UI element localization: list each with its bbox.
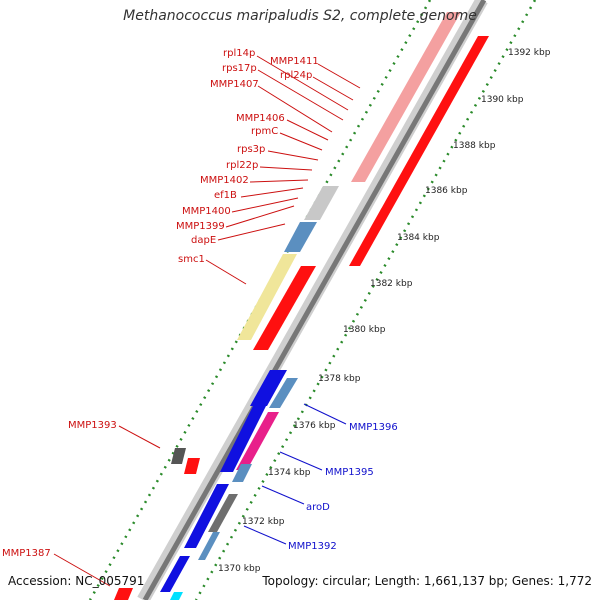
gene-label[interactable]: MMP1406 <box>236 113 285 124</box>
kbp-tick-label: 1386 kbp <box>425 186 468 196</box>
kbp-tick-label: 1378 kbp <box>318 374 361 384</box>
gene-block-blue-3[interactable] <box>184 484 229 548</box>
gene-block-red-lower[interactable] <box>253 266 316 350</box>
gene-block-blue-4[interactable] <box>160 556 190 592</box>
forward-genes-upper <box>237 12 489 350</box>
blue-label-connectors <box>243 403 347 545</box>
gene-block-steelblue-1[interactable] <box>269 378 298 408</box>
kbp-tick-label: 1380 kbp <box>343 325 386 335</box>
gene-label[interactable]: ef1B <box>214 190 237 201</box>
gene-block-steelblue-3[interactable] <box>198 532 220 560</box>
gene-label[interactable]: rpl22p <box>226 160 258 171</box>
gene-block-blue[interactable] <box>284 222 317 252</box>
gene-block-red-column[interactable] <box>349 36 489 266</box>
gene-label[interactable]: MMP1393 <box>68 420 117 431</box>
gene-label[interactable]: MMP1396 <box>349 422 398 433</box>
gene-block-darkgrey[interactable] <box>208 494 238 532</box>
gene-label[interactable]: rps3p <box>237 144 265 155</box>
gene-block-steelblue-2[interactable] <box>232 464 252 482</box>
gene-block-magenta[interactable] <box>236 412 279 470</box>
gene-label[interactable]: MMP1387 <box>2 548 51 559</box>
kbp-tick-label: 1388 kbp <box>453 141 496 151</box>
gene-block-blue-2[interactable] <box>220 406 266 472</box>
gene-label[interactable]: MMP1407 <box>210 79 259 90</box>
gene-label[interactable]: dapE <box>191 235 216 246</box>
gene-label[interactable]: rpmC <box>251 126 278 137</box>
gene-block-red-small[interactable] <box>184 458 200 474</box>
kbp-tick-label: 1374 kbp <box>268 468 311 478</box>
gene-block-blue-1[interactable] <box>250 370 287 406</box>
red-label-connectors <box>53 55 361 587</box>
outer-guide-line <box>194 0 537 601</box>
kbp-tick-label: 1392 kbp <box>508 48 551 58</box>
forward-genes-lower <box>114 370 298 600</box>
gene-block-mmp1387[interactable] <box>114 588 133 600</box>
kbp-tick-label: 1384 kbp <box>397 233 440 243</box>
gene-block-smc1-yellow[interactable] <box>237 254 297 340</box>
genome-title: Methanococcus maripaludis S2, complete g… <box>123 8 477 24</box>
gene-label[interactable]: rpl14p <box>223 48 255 59</box>
kbp-tick-label: 1370 kbp <box>218 564 261 574</box>
genome-backbone <box>142 0 487 602</box>
gene-label[interactable]: MMP1411 <box>270 56 319 67</box>
kbp-tick-label: 1390 kbp <box>481 95 524 105</box>
gene-label[interactable]: MMP1402 <box>200 175 249 186</box>
kbp-tick-label: 1376 kbp <box>293 421 336 431</box>
blue-gene-labels: MMP1396 MMP1395 aroD MMP1392 <box>288 422 398 552</box>
gene-label[interactable]: smc1 <box>178 254 205 265</box>
gene-label[interactable]: MMP1392 <box>288 541 337 552</box>
gene-block-mmp1393[interactable] <box>171 448 186 464</box>
kbp-tick-label: 1382 kbp <box>370 279 413 289</box>
gene-label[interactable]: MMP1399 <box>176 221 225 232</box>
gene-label[interactable]: MMP1400 <box>182 206 231 217</box>
gene-block-ribosomal-pink[interactable] <box>351 12 461 182</box>
genome-summary-text: Topology: circular; Length: 1,661,137 bp… <box>262 574 592 588</box>
gene-block-grey[interactable] <box>304 186 339 220</box>
gene-label[interactable]: rpl24p <box>280 70 312 81</box>
kbp-scale: 1392 kbp 1390 kbp 1388 kbp 1386 kbp 1384… <box>218 48 551 574</box>
gene-block-cyan[interactable] <box>170 592 183 600</box>
gene-label[interactable]: MMP1395 <box>325 467 374 478</box>
gene-label[interactable]: aroD <box>306 502 330 513</box>
kbp-tick-label: 1372 kbp <box>242 517 285 527</box>
red-gene-labels: rpl14p MMP1411 rps17p rpl24p MMP1407 MMP… <box>2 48 319 559</box>
accession-text: Accession: NC_005791 <box>8 574 145 588</box>
gene-label[interactable]: rps17p <box>222 63 257 74</box>
